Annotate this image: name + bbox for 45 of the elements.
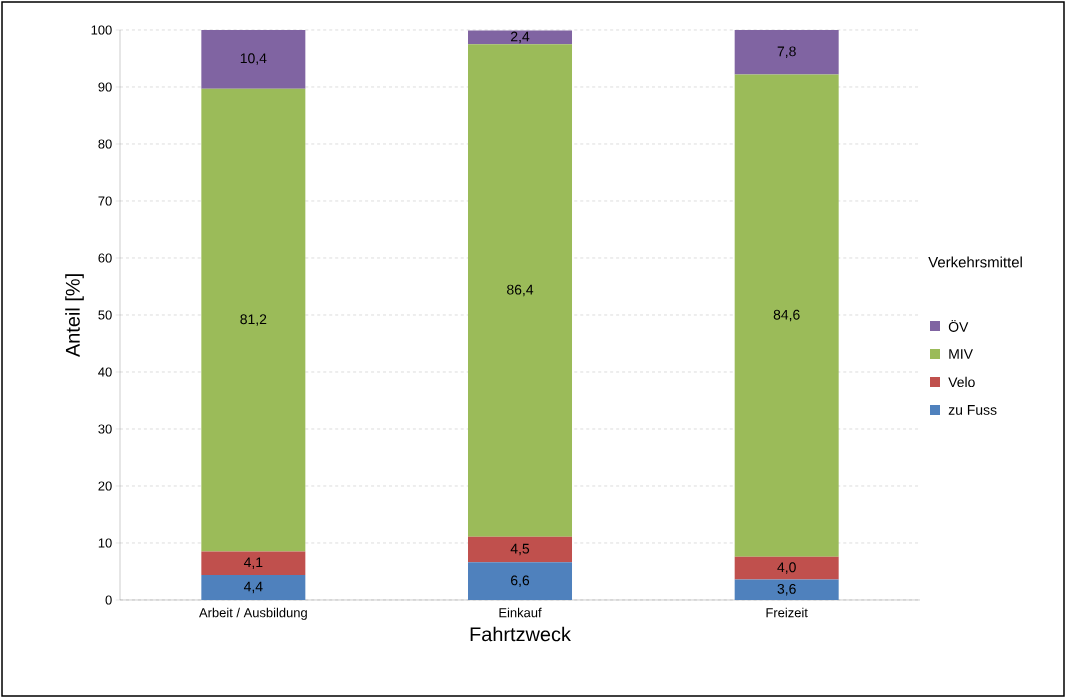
legend-title: Verkehrsmittel [928,256,1022,268]
y-tick-label: 20 [98,481,112,491]
legend-label: ÖV [948,320,969,332]
y-tick-label: 50 [98,310,112,320]
bar [201,88,306,552]
legend-label: zu Fuss [948,405,997,415]
data-label: 10,4 [240,53,267,65]
y-axis-title: Anteil [%] [65,274,84,358]
bar [468,30,573,45]
data-label: 7,8 [777,46,796,58]
bar [468,536,573,563]
bar [201,574,306,600]
bar [734,74,839,557]
data-label: 4,1 [243,557,263,569]
data-label: 86,4 [507,284,534,297]
data-label: 81,2 [240,314,267,326]
y-tick-label: 0 [105,595,112,605]
y-tick-label: 100 [91,25,112,35]
x-tick-label: Einkauf [499,607,542,618]
data-label: 84,6 [773,309,800,322]
x-axis-title: Fahrtzweck [470,626,571,642]
y-tick-label: 40 [98,367,112,377]
y-tick-label: 70 [98,196,112,206]
data-label: 4,0 [777,562,796,574]
data-label: 4,4 [243,581,263,594]
bar [734,29,839,75]
y-tick-label: 80 [98,139,112,149]
y-tick-label: 60 [98,253,112,263]
bar [201,29,306,89]
data-label: 3,6 [777,583,796,596]
bar [201,551,306,575]
y-tick-label: 30 [98,424,112,434]
y-tick-label: 10 [98,538,112,548]
legend-label: Velo [948,376,975,388]
data-label: 2,4 [511,31,530,44]
bar [468,562,573,600]
x-tick-label: Arbeit / Ausbildung [199,607,307,620]
bar [734,579,839,600]
data-label: 6,6 [511,575,530,587]
legend-label: MIV [949,349,973,359]
bar [468,44,573,537]
y-tick-label: 90 [98,82,112,92]
data-label: 4,5 [510,543,530,556]
x-tick-label: Freizeit [766,607,808,618]
bar [734,556,839,580]
